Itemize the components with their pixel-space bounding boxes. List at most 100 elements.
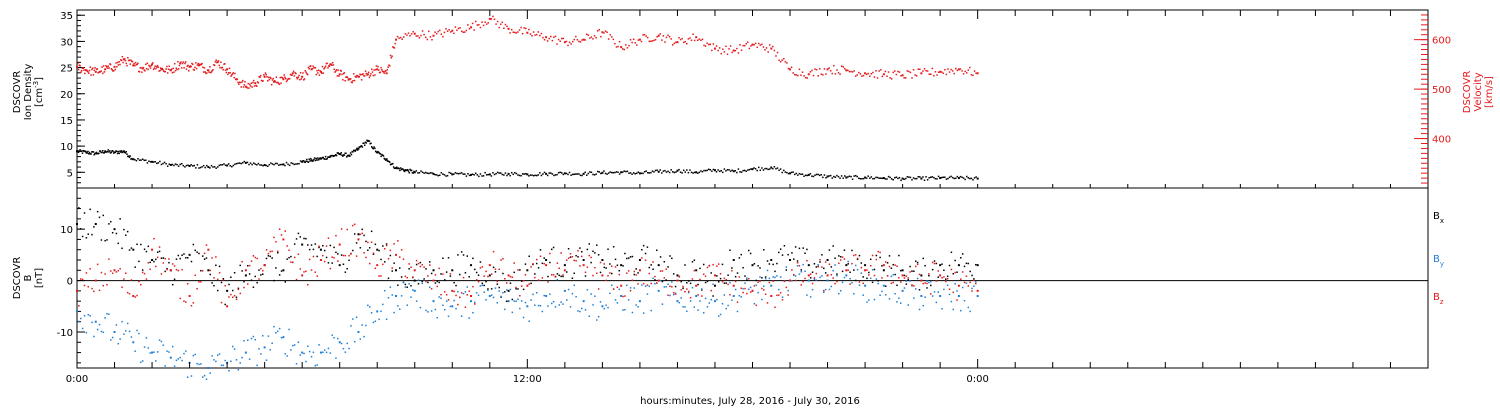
density-series-dot xyxy=(584,171,586,174)
velocity-series-dot xyxy=(772,45,774,48)
bx-series-dot xyxy=(247,265,249,267)
by-series-dot xyxy=(693,306,696,308)
velocity-series-dot xyxy=(162,68,164,71)
velocity-series-dot xyxy=(374,68,377,71)
velocity-series-dot xyxy=(439,29,441,32)
density-series-dot xyxy=(869,177,871,179)
by-series-point xyxy=(845,274,848,277)
bz-series-dot xyxy=(359,233,362,236)
velocity-series-dot xyxy=(900,75,902,77)
bx-series-dot xyxy=(950,251,953,254)
by-series-dot xyxy=(239,362,241,364)
velocity-series-dot xyxy=(870,73,873,75)
bx-series-dot xyxy=(121,247,123,250)
by-series-dot xyxy=(81,327,84,330)
bz-series-dot xyxy=(719,273,722,275)
density-series-dot xyxy=(382,155,385,157)
velocity-series-dot xyxy=(853,70,855,72)
density-series-dot xyxy=(628,172,630,174)
velocity-series-dot xyxy=(698,38,701,40)
bz-series-dot xyxy=(498,268,500,271)
by-series-dot xyxy=(918,308,921,311)
velocity-series-dot xyxy=(136,63,138,66)
density-series-dot xyxy=(487,173,489,176)
velocity-axis-title-line: Velocity xyxy=(1473,72,1484,111)
velocity-series-dot xyxy=(239,81,242,84)
velocity-series-dot xyxy=(119,63,121,66)
velocity-series-dot xyxy=(617,45,619,48)
by-series-dot xyxy=(627,299,630,301)
velocity-series-dot xyxy=(407,32,410,34)
density-series-dot xyxy=(448,171,450,174)
by-series-dot xyxy=(211,355,213,357)
velocity-series-dot xyxy=(501,21,504,24)
by-series-dot xyxy=(830,285,833,288)
bx-series-dot xyxy=(843,249,846,251)
by-series-dot xyxy=(209,372,211,374)
by-series-dot xyxy=(802,263,804,266)
velocity-series-dot xyxy=(667,34,669,36)
by-series-dot xyxy=(616,302,619,304)
velocity-series-dot xyxy=(815,68,818,71)
by-series-dot xyxy=(363,335,365,338)
velocity-series-dot xyxy=(138,71,141,73)
bx-series-dot xyxy=(896,284,898,287)
bx-series-dot xyxy=(911,270,913,272)
bz-series-dot xyxy=(580,255,583,258)
bz-series-dot xyxy=(599,261,602,264)
density-series-point xyxy=(404,169,407,172)
velocity-series-dot xyxy=(110,68,113,70)
density-series-dot xyxy=(112,152,115,154)
velocity-series-dot xyxy=(318,74,321,76)
density-series-dot xyxy=(793,173,796,176)
velocity-series-dot xyxy=(697,39,699,41)
density-series-point xyxy=(939,177,942,180)
density-series-dot xyxy=(678,168,680,171)
bx-series-dot xyxy=(779,248,782,250)
velocity-series-dot xyxy=(218,64,221,67)
velocity-series-dot xyxy=(392,46,394,48)
bz-series-dot xyxy=(783,280,786,283)
velocity-series-dot xyxy=(704,45,707,47)
density-series-dot xyxy=(972,179,974,181)
bx-series-dot xyxy=(136,243,138,246)
by-series-dot xyxy=(307,345,309,348)
velocity-series-dot xyxy=(854,75,857,77)
by-series-dot xyxy=(220,364,223,367)
density-series-dot xyxy=(302,160,304,162)
velocity-series-dot xyxy=(465,29,468,32)
velocity-series-dot xyxy=(265,73,267,76)
velocity-series-dot xyxy=(135,63,138,66)
velocity-series-dot xyxy=(195,62,197,64)
velocity-series-dot xyxy=(909,71,912,74)
bz-series-dot xyxy=(774,306,776,309)
velocity-series-dot xyxy=(625,44,627,46)
bz-series-dot xyxy=(894,264,896,266)
density-series-dot xyxy=(204,166,206,169)
by-series-dot xyxy=(821,275,823,277)
by-series-point xyxy=(957,295,960,297)
bx-series-point xyxy=(563,264,566,267)
bx-series-dot xyxy=(699,267,701,270)
bx-series-dot xyxy=(325,256,328,259)
bx-series-dot xyxy=(650,264,652,266)
by-series-dot xyxy=(427,311,429,313)
by-series-dot xyxy=(290,349,292,351)
by-series-dot xyxy=(717,315,720,317)
bx-series-dot xyxy=(534,273,536,275)
density-series-dot xyxy=(381,153,383,156)
velocity-series-dot xyxy=(252,79,255,82)
by-series-dot xyxy=(892,273,894,276)
bx-series-dot xyxy=(851,249,853,252)
density-series-dot xyxy=(662,170,665,172)
velocity-series-dot xyxy=(514,31,516,34)
by-series-dot xyxy=(973,285,975,287)
bz-series-dot xyxy=(156,256,159,259)
bz-series-dot xyxy=(757,281,759,284)
bz-series-dot xyxy=(111,272,114,275)
by-series-dot xyxy=(716,298,718,301)
density-series-dot xyxy=(792,171,794,173)
bz-series-dot xyxy=(209,269,211,272)
velocity-series-point xyxy=(301,75,304,78)
velocity-series-dot xyxy=(237,81,239,84)
